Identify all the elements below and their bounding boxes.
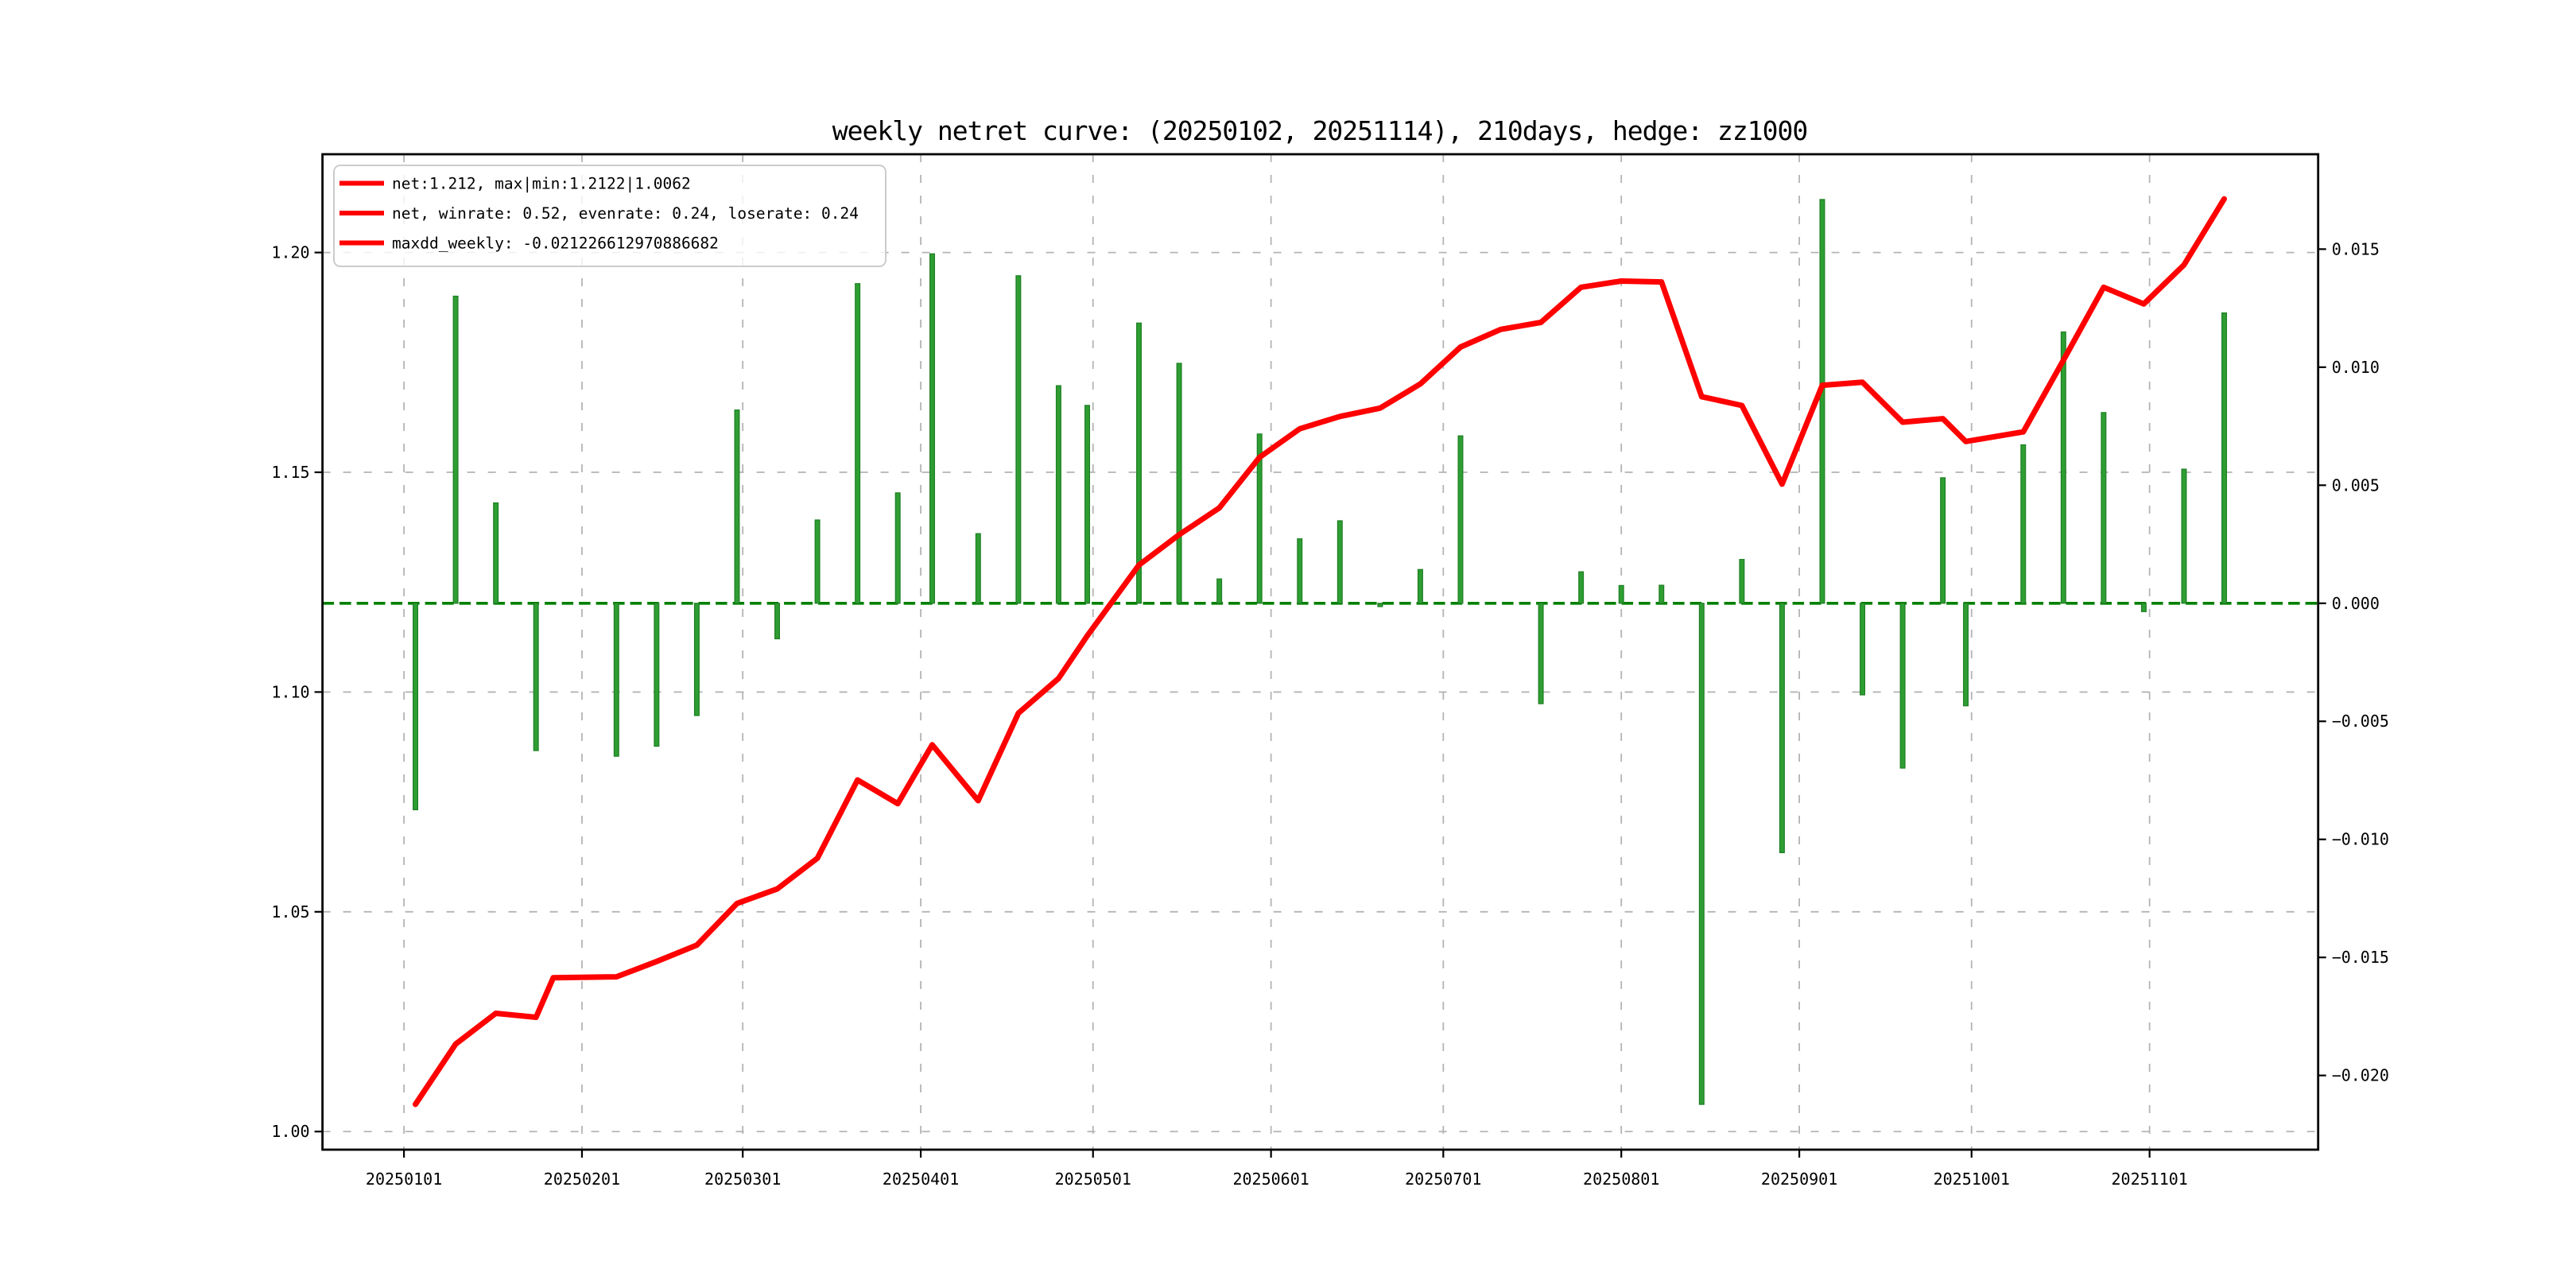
bar-week-20250801 <box>1618 584 1624 604</box>
x-tick-label: 20250201 <box>544 1170 620 1189</box>
bar-week-20251017 <box>2060 331 2066 604</box>
bar-week-20250314 <box>814 519 821 604</box>
net-curve-line <box>413 196 2227 1108</box>
right-tick-label: −0.020 <box>2332 1066 2389 1085</box>
bar-week-20250822 <box>1739 559 1745 604</box>
net-curve-group <box>413 196 2227 1108</box>
right-tick-label: −0.015 <box>2332 948 2389 967</box>
bar-week-20250718 <box>1538 603 1544 704</box>
bar-week-20250221 <box>693 603 700 716</box>
left-tick-label: 1.00 <box>271 1122 309 1141</box>
bar-week-20251010 <box>2020 444 2027 604</box>
bar-week-20250516 <box>1176 363 1182 604</box>
chart-title: weekly netret curve: (20250102, 20251114… <box>832 115 1807 146</box>
bar-week-20250829 <box>1779 603 1785 854</box>
bar-week-20250725 <box>1578 571 1585 604</box>
bar-week-20250509 <box>1136 322 1143 604</box>
legend-label: maxdd_weekly: -0.021226612970886682 <box>392 235 719 253</box>
x-tick-label: 20250501 <box>1055 1170 1131 1189</box>
right-tick-label: −0.005 <box>2332 712 2389 731</box>
bar-week-20250425 <box>1055 385 1061 604</box>
bar-week-20250411 <box>975 533 981 604</box>
bar-week-20250905 <box>1819 199 1825 604</box>
legend-frame <box>333 165 886 267</box>
bar-week-20250307 <box>774 603 781 640</box>
bar-week-20250613 <box>1336 520 1343 604</box>
weekly-return-bars <box>413 199 2228 1105</box>
x-tick-label: 20250601 <box>1232 1170 1309 1189</box>
left-tick-label: 1.20 <box>271 243 309 262</box>
bar-week-20251031 <box>2140 603 2147 612</box>
plot-border <box>321 153 2320 1151</box>
bar-week-20251024 <box>2101 412 2107 604</box>
bar-week-20250110 <box>452 295 459 604</box>
bar-week-20250418 <box>1015 275 1022 604</box>
legend-items: net:1.212, max|min:1.2122|1.0062 net, win… <box>339 175 859 253</box>
x-axis-ticks: 20250101 20250201 20250301 20250401 20250501… <box>366 1150 2188 1189</box>
bar-week-20250808 <box>1658 584 1665 604</box>
axes-spines <box>321 153 2320 1151</box>
bar-week-20250704 <box>1457 435 1464 604</box>
left-tick-label: 1.05 <box>271 902 309 921</box>
bar-week-20250124 <box>533 603 539 751</box>
legend-box: net:1.212, max|min:1.2122|1.0062 net, win… <box>333 165 886 267</box>
bar-week-20250321 <box>855 283 861 604</box>
bar-week-20250620 <box>1377 603 1383 607</box>
x-tick-label: 20250801 <box>1583 1170 1659 1189</box>
bar-week-20250930 <box>1963 603 1969 707</box>
bar-week-20250919 <box>1899 603 1906 769</box>
x-tick-label: 20250401 <box>883 1170 959 1189</box>
right-tick-label: 0.010 <box>2332 358 2380 377</box>
left-tick-label: 1.15 <box>271 463 309 482</box>
left-tick-label: 1.10 <box>271 682 309 701</box>
left-axis-ticks: 1.00 1.05 1.10 1.15 1.20 <box>271 243 323 1141</box>
bar-week-20250328 <box>894 492 901 604</box>
right-tick-label: 0.000 <box>2332 594 2380 613</box>
legend-label: net, winrate: 0.52, evenrate: 0.24, lose… <box>392 204 859 223</box>
bar-week-20251107 <box>2181 468 2187 604</box>
legend-label: net:1.212, max|min:1.2122|1.0062 <box>392 175 691 193</box>
x-tick-label: 20251101 <box>2111 1170 2187 1189</box>
bar-week-20250815 <box>1698 603 1705 1105</box>
bar-week-20250207 <box>613 603 619 757</box>
bar-week-20250103 <box>413 603 419 811</box>
bar-week-20250627 <box>1417 568 1423 604</box>
x-tick-label: 20251001 <box>1934 1170 2010 1189</box>
x-tick-label: 20250701 <box>1405 1170 1481 1189</box>
bar-week-20250403 <box>929 253 936 604</box>
x-tick-label: 20250301 <box>704 1170 781 1189</box>
gridlines <box>322 154 2318 1150</box>
x-tick-label: 20250901 <box>1761 1170 1837 1189</box>
bar-week-20251114 <box>2221 312 2228 604</box>
bar-week-20250523 <box>1216 578 1223 604</box>
bar-week-20250912 <box>1860 603 1866 696</box>
x-tick-label: 20250101 <box>366 1170 442 1189</box>
bar-week-20250117 <box>493 502 499 604</box>
right-tick-label: 0.005 <box>2332 475 2380 495</box>
right-tick-label: −0.010 <box>2332 830 2389 849</box>
bar-week-20250430 <box>1084 405 1091 604</box>
right-axis-ticks: −0.020 −0.015 −0.010 −0.005 0.000 0.005 0.010 0… <box>2318 239 2389 1085</box>
bar-week-20250926 <box>1940 477 1946 604</box>
bar-week-20250214 <box>654 603 660 747</box>
right-tick-label: 0.015 <box>2332 239 2380 258</box>
bar-week-20250606 <box>1297 538 1303 604</box>
bar-week-20250530 <box>1256 433 1263 604</box>
bar-week-20250228 <box>734 409 740 604</box>
